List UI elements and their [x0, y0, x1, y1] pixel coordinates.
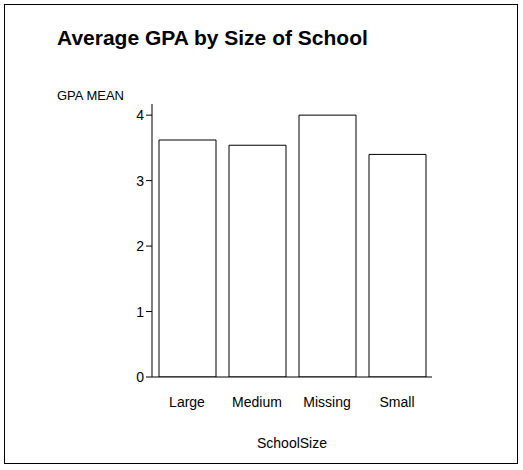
svg-text:Medium: Medium	[232, 394, 282, 410]
html-text:GPA MEAN: GPA MEAN	[57, 88, 124, 103]
svg-text:0: 0	[136, 369, 144, 385]
svg-text:Missing: Missing	[303, 394, 350, 410]
svg-text:1: 1	[136, 304, 144, 320]
svg-text:Small: Small	[379, 394, 414, 410]
html-text:Average GPA by Size of School: Average GPA by Size of School	[57, 26, 368, 49]
svg-text:4: 4	[136, 107, 144, 123]
svg-text:2: 2	[136, 238, 144, 254]
svg-text:Large: Large	[169, 394, 205, 410]
html-text:SchoolSize: SchoolSize	[257, 435, 327, 451]
svg-text:3: 3	[136, 173, 144, 189]
